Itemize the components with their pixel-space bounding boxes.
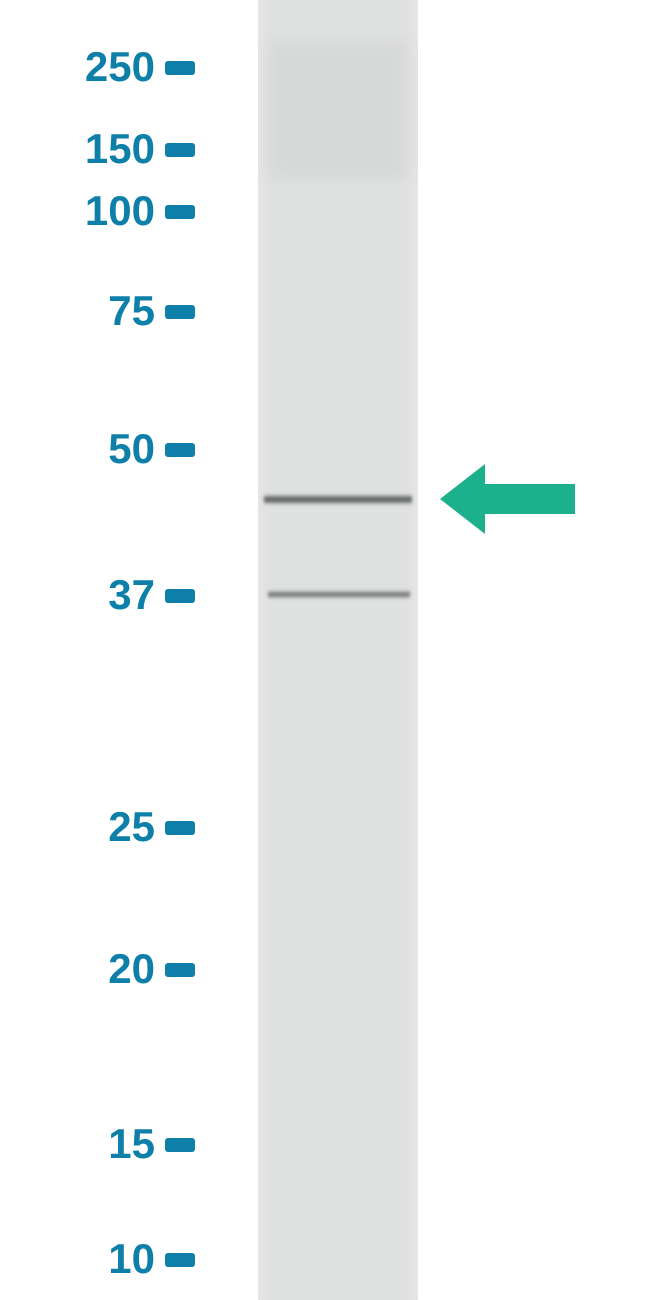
western-blot-figure: 250 150 100 75 50 37 25 20 15 10 (0, 0, 650, 1300)
ladder-label: 10 (108, 1235, 155, 1283)
ladder-label: 250 (85, 43, 155, 91)
ladder-tick (165, 443, 195, 457)
ladder-label: 37 (108, 571, 155, 619)
ladder-tick (165, 589, 195, 603)
lane-smudge (268, 40, 408, 180)
ladder-tick (165, 143, 195, 157)
ladder-label: 50 (108, 425, 155, 473)
ladder-tick (165, 963, 195, 977)
ladder-tick (165, 1253, 195, 1267)
ladder-label: 15 (108, 1120, 155, 1168)
protein-band (264, 494, 412, 505)
ladder-tick (165, 821, 195, 835)
target-band-arrow (440, 464, 575, 534)
ladder-tick (165, 305, 195, 319)
ladder-tick (165, 205, 195, 219)
ladder-label: 150 (85, 125, 155, 173)
ladder-tick (165, 1138, 195, 1152)
ladder-label: 100 (85, 187, 155, 235)
protein-band (268, 590, 410, 599)
ladder-label: 20 (108, 945, 155, 993)
ladder-label: 75 (108, 287, 155, 335)
ladder-tick (165, 61, 195, 75)
ladder-label: 25 (108, 803, 155, 851)
blot-lane (258, 0, 418, 1300)
